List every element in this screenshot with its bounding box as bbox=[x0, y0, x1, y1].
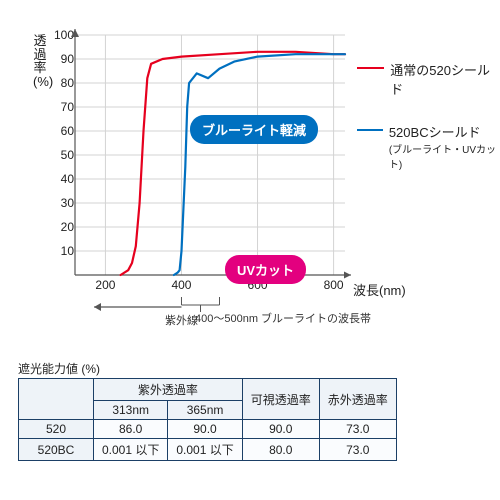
uv-arrow-label: 紫外線 bbox=[165, 312, 198, 328]
legend-blue-subtitle: (ブルーライト・UVカット) bbox=[389, 141, 500, 171]
table-col-313: 313nm bbox=[94, 401, 168, 420]
legend-red-label: 通常の520シールド bbox=[390, 60, 500, 98]
table-cell: 0.001 以下 bbox=[94, 439, 168, 461]
legend-blue-label: 520BCシールド bbox=[389, 122, 500, 141]
x-axis-title: 波長(nm) bbox=[353, 280, 406, 299]
y-axis-title: 透過率(%) bbox=[33, 34, 47, 89]
table-cell: 90.0 bbox=[168, 420, 242, 439]
blue-light-bubble-text: ブルーライト軽減 bbox=[202, 123, 306, 138]
table-cell: 73.0 bbox=[319, 439, 396, 461]
table-col-ir: 赤外透過率 bbox=[319, 379, 396, 420]
table-cell: 0.001 以下 bbox=[168, 439, 242, 461]
legend: 通常の520シールド 520BCシールド (ブルーライト・UVカット) bbox=[357, 60, 500, 181]
plot-svg bbox=[75, 35, 345, 275]
legend-blue: 520BCシールド (ブルーライト・UVカット) bbox=[357, 122, 500, 171]
legend-swatch-red bbox=[357, 67, 384, 69]
uv-cut-bubble-text: UVカット bbox=[237, 263, 294, 278]
uv-cut-bubble: UVカット bbox=[225, 255, 306, 284]
table-col-visible: 可視透過率 bbox=[242, 379, 319, 420]
shading-table: 紫外透過率 可視透過率 赤外透過率 313nm 365nm 520 86.0 9… bbox=[18, 378, 397, 461]
figure-root: 透過率(%) 102030405060708090100 20040060080… bbox=[0, 0, 500, 500]
table-rowhdr-0: 520 bbox=[19, 420, 94, 439]
table-rowhdr-1: 520BC bbox=[19, 439, 94, 461]
legend-red: 通常の520シールド bbox=[357, 60, 500, 98]
y-tick-labels: 102030405060708090100 bbox=[46, 35, 74, 275]
table-row: 520 86.0 90.0 90.0 73.0 bbox=[19, 420, 397, 439]
table-header-row-1: 紫外透過率 可視透過率 赤外透過率 bbox=[19, 379, 397, 401]
table-title: 遮光能力値 (%) bbox=[18, 360, 100, 377]
table-cell: 86.0 bbox=[94, 420, 168, 439]
blue-light-bubble: ブルーライト軽減 bbox=[190, 115, 318, 144]
table-row: 520BC 0.001 以下 0.001 以下 80.0 73.0 bbox=[19, 439, 397, 461]
table-corner bbox=[19, 379, 94, 420]
table-col-365: 365nm bbox=[168, 401, 242, 420]
table-cell: 80.0 bbox=[242, 439, 319, 461]
legend-swatch-blue bbox=[357, 129, 383, 131]
table-cell: 90.0 bbox=[242, 420, 319, 439]
table-cell: 73.0 bbox=[319, 420, 396, 439]
blue-light-range-label: 400～500nm ブルーライトの波長帯 bbox=[195, 310, 371, 326]
table-col-uv: 紫外透過率 bbox=[94, 379, 243, 401]
chart-area bbox=[75, 35, 345, 275]
